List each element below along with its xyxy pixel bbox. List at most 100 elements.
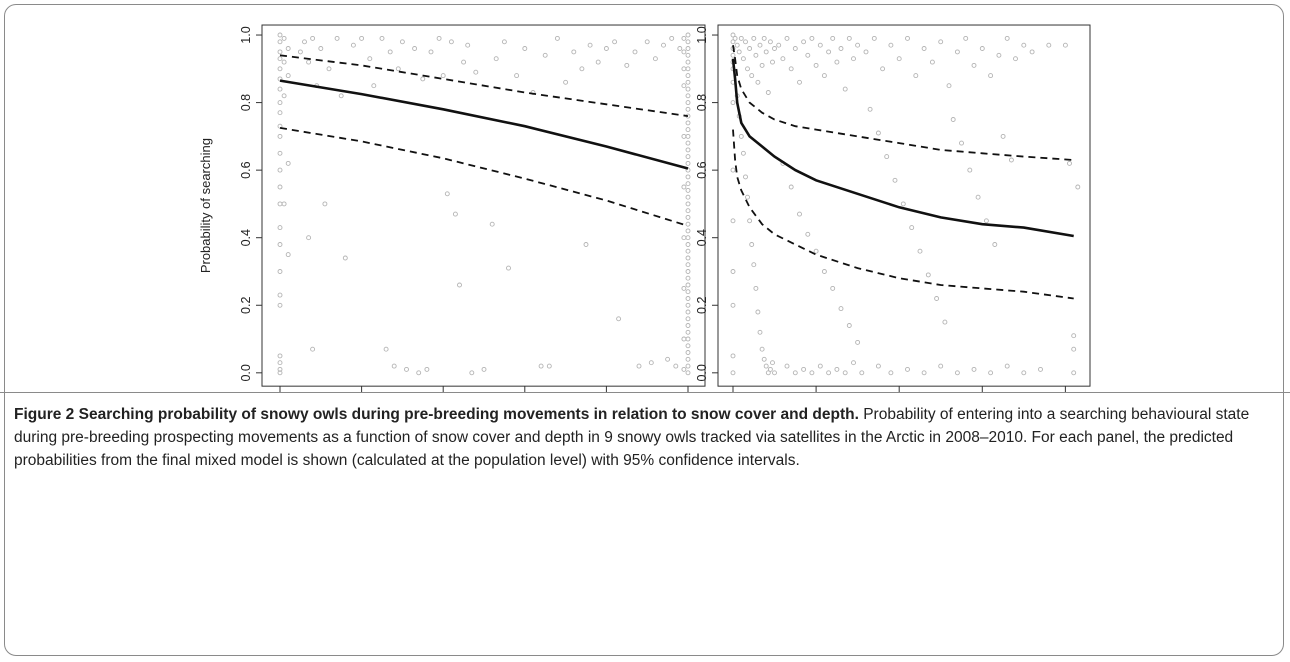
panel-1-point — [681, 235, 687, 241]
panel-1-point — [277, 110, 283, 116]
panel-1-point — [685, 73, 691, 79]
panel-2-point — [757, 42, 763, 48]
panel-1-point — [685, 350, 691, 355]
panel-2-y-tick-label: 0.0 — [695, 364, 709, 381]
panel-2-point — [751, 262, 757, 268]
panel-1-point — [448, 39, 454, 45]
panel-2-point — [730, 52, 736, 58]
panel-1-y-tick-label: 1.0 — [239, 26, 253, 43]
panel-2-point — [784, 35, 790, 41]
panel-2-point — [855, 42, 861, 48]
panel-2-point — [745, 194, 750, 200]
panel-2-point — [817, 363, 823, 369]
panel-1-point — [685, 59, 691, 65]
panel-2-point — [749, 242, 755, 247]
panel-1-point — [685, 79, 691, 85]
panel-1-point — [285, 73, 291, 79]
panel-1-point — [685, 160, 691, 166]
panel-1-point — [685, 269, 691, 274]
panel-2-y-tick-label: 0.4 — [695, 229, 709, 246]
panel-1-point — [612, 39, 618, 45]
panel-1-point — [685, 302, 691, 308]
panel-1-point — [416, 370, 422, 376]
panel-1-point — [685, 228, 691, 234]
panel-1-point — [636, 363, 642, 369]
panel-2-point — [751, 35, 757, 41]
panel-1-point — [685, 208, 691, 214]
panel-1-point — [685, 32, 691, 38]
panel-1-point — [681, 66, 687, 72]
panel-2-point — [805, 52, 811, 58]
panel-2-point — [780, 56, 786, 62]
panel-2-point — [830, 285, 836, 291]
panel-2-point — [730, 100, 736, 106]
panel-1-point — [685, 275, 691, 281]
panel-1-point — [685, 201, 691, 207]
panel-1-point — [277, 292, 283, 298]
panel-2-point — [753, 52, 759, 58]
panel-2-point — [734, 42, 740, 48]
panel-2-point — [772, 370, 777, 376]
panel-2-point — [880, 66, 886, 72]
panel-2-point — [730, 167, 736, 173]
panel-1-point — [681, 35, 687, 41]
panel-1-point — [542, 52, 548, 58]
panel-1-ci-line — [279, 127, 689, 227]
panel-2-point — [1067, 160, 1072, 166]
panel-1-point — [277, 242, 283, 247]
figure-caption: Figure 2 Searching probability of snowy … — [14, 403, 1276, 472]
panel-2-point — [996, 52, 1002, 58]
panel-2-point — [934, 296, 940, 301]
panel-1-point — [277, 269, 283, 274]
panel-1-point — [681, 49, 687, 55]
panel-1-point — [685, 46, 691, 51]
panel-1-point — [685, 255, 691, 261]
panel-2-point — [842, 86, 848, 92]
panel-2-point — [749, 73, 755, 79]
panel-1-y-tick-label: 0.6 — [239, 161, 253, 178]
panel-2-point — [1021, 42, 1027, 48]
panel-1-point — [469, 370, 475, 376]
panel-1-point — [277, 56, 283, 62]
panel-1-point — [297, 49, 303, 55]
panel-2-point — [821, 269, 827, 274]
panel-1-point — [685, 356, 691, 362]
panel-1-point — [685, 133, 691, 139]
panel-2-point — [975, 194, 981, 200]
panel-2-point — [938, 39, 944, 45]
panel-2-point — [757, 329, 763, 335]
panel-2-point — [913, 73, 919, 79]
panel-1-point — [522, 46, 528, 51]
panel-1-point — [648, 360, 654, 366]
panel-1-point — [538, 363, 544, 369]
panel-1-point — [681, 133, 687, 139]
panel-2-point — [917, 248, 923, 254]
panel-2-point — [1071, 370, 1077, 376]
panel-1-y-tick-label: 0.4 — [239, 229, 253, 246]
panel-1-point — [277, 360, 283, 366]
panel-2-point — [929, 59, 935, 65]
panel-1-point — [383, 346, 389, 352]
panel-2-point — [772, 46, 777, 51]
panel-2-point — [863, 49, 869, 55]
panel-2-point — [809, 370, 815, 376]
panel-1-point — [391, 363, 397, 369]
panel-2-point — [759, 346, 765, 352]
panel-1-point — [685, 309, 691, 315]
figure-frame — [4, 4, 1284, 656]
panel-1-point — [404, 366, 409, 372]
panel-2-point — [747, 218, 753, 224]
panel-2-point — [938, 363, 944, 369]
panel-2-point — [1075, 184, 1081, 190]
panel-2-point — [743, 174, 748, 180]
panel-1-point — [306, 59, 312, 65]
panel-1-point — [665, 356, 671, 362]
panel-1-point — [277, 167, 283, 173]
panel-1-point — [632, 49, 638, 55]
panel-1-y-tick-label: 0.0 — [239, 364, 253, 381]
panel-2-point — [759, 62, 765, 68]
panel-2-point — [809, 35, 815, 41]
panel-1-point — [322, 201, 328, 207]
panel-2-point — [765, 370, 771, 376]
panel-1-point — [277, 302, 283, 308]
